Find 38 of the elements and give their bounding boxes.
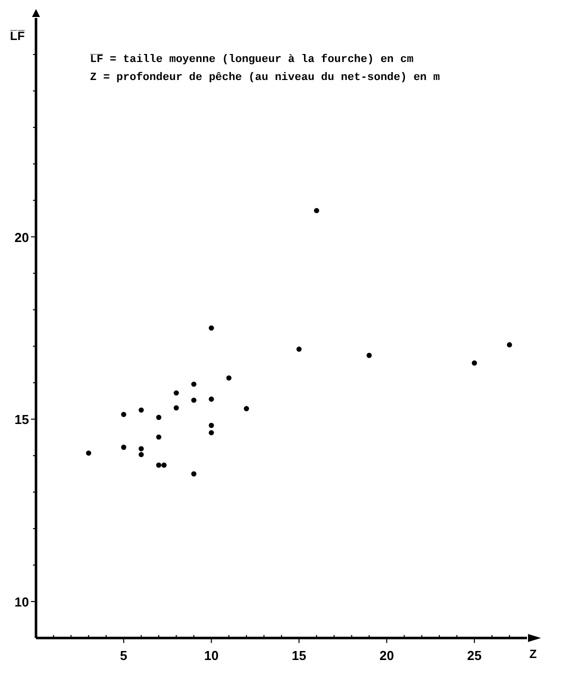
point xyxy=(191,382,196,387)
x-tick-label: 20 xyxy=(379,648,394,663)
point xyxy=(121,444,126,450)
x-tick-label: 5 xyxy=(120,648,128,663)
x-axis-title: Z xyxy=(529,647,537,661)
y-tick-label: 20 xyxy=(14,230,29,245)
point xyxy=(366,352,372,358)
point xyxy=(244,406,250,412)
point xyxy=(86,450,92,456)
annotation: L̅F̅ = taille moyenne (longueur à la fourche) en cm xyxy=(90,52,414,66)
y-axis-title: L̅F̅ xyxy=(10,29,26,43)
point xyxy=(156,414,162,420)
point xyxy=(191,398,196,403)
point xyxy=(174,390,179,396)
x-tick-label: 25 xyxy=(467,648,482,663)
point xyxy=(156,462,162,468)
x-tick-label: 10 xyxy=(204,648,219,663)
point xyxy=(226,375,232,381)
annotation: Z = profondeur de pêche (au niveau du net-sonde) en m xyxy=(90,71,440,84)
point xyxy=(191,471,196,476)
point xyxy=(208,396,214,402)
y-tick-label: 15 xyxy=(14,412,29,428)
point xyxy=(208,325,214,331)
point xyxy=(138,452,144,458)
point xyxy=(161,462,167,468)
point xyxy=(121,412,126,418)
x-tick-label: 15 xyxy=(292,648,306,663)
point xyxy=(314,208,320,214)
point xyxy=(138,407,144,413)
point xyxy=(472,360,477,366)
y-tick-label: 10 xyxy=(14,594,29,610)
point xyxy=(156,434,162,440)
point xyxy=(506,342,512,348)
point xyxy=(208,430,214,436)
point xyxy=(174,405,179,410)
point xyxy=(208,422,214,428)
point xyxy=(296,346,302,352)
point xyxy=(138,446,144,452)
